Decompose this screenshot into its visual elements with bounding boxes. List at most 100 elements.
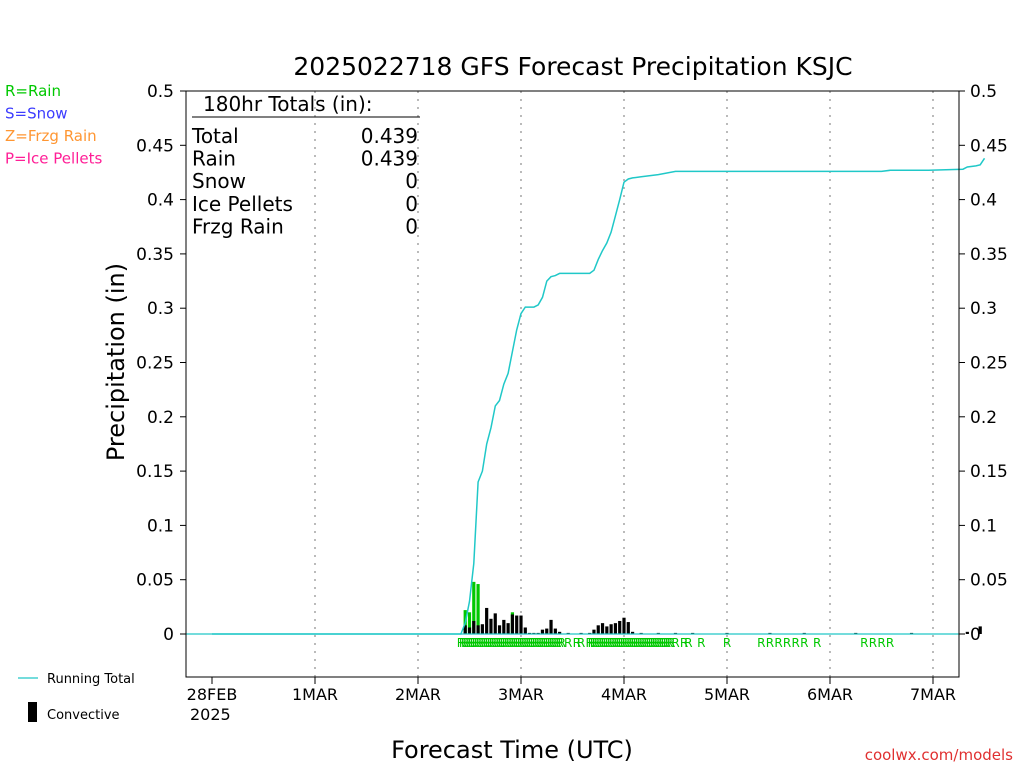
y-axis-label: Precipitation (in) — [102, 263, 130, 461]
totals-row-value: 0 — [405, 214, 418, 238]
rain-marker: R — [489, 636, 497, 650]
rain-marker: R — [886, 636, 894, 650]
rain-marker: R — [525, 636, 533, 650]
totals-row-label: Total — [191, 124, 239, 148]
convective-bar — [497, 625, 502, 634]
convective-bar — [609, 624, 613, 634]
rain-marker: R — [598, 636, 606, 650]
rain-bar — [476, 584, 480, 634]
rain-marker: R — [680, 636, 688, 650]
x-axis-label: Forecast Time (UTC) — [391, 736, 633, 764]
rain-marker: R — [594, 636, 602, 650]
rain-marker: R — [624, 636, 632, 650]
y-tick-label: 0.45 — [970, 136, 1008, 156]
rain-marker: R — [648, 636, 656, 650]
x-tick-label: 4MAR — [601, 685, 647, 704]
y-tick-label: 0.4 — [970, 191, 997, 211]
y-ticks-right: 0 0.05 0.1 0.15 0.2 0.25 0.3 0.35 0.4 0.45 0.5 — [959, 82, 1008, 645]
rain-marker: R — [601, 636, 609, 650]
rain-marker: R — [534, 636, 542, 650]
x-tick-label: 3MAR — [498, 685, 544, 704]
rain-marker: R — [590, 636, 598, 650]
convective-bar — [965, 631, 969, 634]
convective-bar — [622, 617, 626, 634]
rain-marker: R — [555, 636, 563, 650]
rain-marker: R — [457, 636, 465, 650]
totals-row-value: 0 — [405, 192, 418, 216]
rain-bar — [472, 581, 476, 634]
rain-marker: R — [515, 636, 523, 650]
y-tick-label: 0.2 — [147, 408, 174, 428]
rain-bar — [467, 612, 472, 634]
rain-marker: R — [667, 636, 675, 650]
convective-bar — [506, 623, 510, 634]
rain-marker: R — [633, 636, 641, 650]
rain-marker: R — [538, 636, 546, 650]
rain-marker: R — [467, 636, 475, 650]
x-tick-label: 28FEB — [187, 685, 238, 704]
convective-bar — [540, 629, 545, 634]
rain-marker: R — [616, 636, 624, 650]
rain-marker: R — [519, 636, 527, 650]
rain-marker: R — [513, 636, 521, 650]
x-tick-year: 2025 — [190, 705, 231, 724]
rain-marker: R — [549, 636, 557, 650]
convective-bar — [489, 618, 493, 634]
rain-marker: R — [800, 636, 808, 650]
plot-frame — [185, 90, 960, 678]
rain-marker: R — [643, 636, 651, 650]
rain-marker: R — [491, 636, 499, 650]
convective-bar — [515, 615, 519, 634]
rain-marker: R — [500, 636, 508, 650]
totals-row-label: Ice Pellets — [192, 192, 293, 216]
rain-marker: R — [508, 636, 516, 650]
ptype-legend: R=Rain S=Snow Z=Frzg Rain P=Ice Pellets — [5, 82, 102, 168]
totals-row-label: Snow — [192, 169, 246, 193]
y-tick-label: 0 — [970, 625, 981, 645]
totals-row-label: Rain — [192, 147, 236, 171]
rain-marker: R — [485, 636, 493, 650]
precip-bars — [463, 581, 982, 634]
rain-marker: R — [463, 636, 471, 650]
convective-bar — [463, 625, 467, 634]
convective-bar — [596, 625, 600, 634]
totals-row-label: Frzg Rain — [192, 214, 284, 238]
y-tick-label: 0.05 — [136, 571, 174, 591]
rain-marker: R — [663, 636, 671, 650]
convective-legend-label: Convective — [47, 708, 120, 723]
x-tick-label: 6MAR — [807, 685, 853, 704]
y-tick-label: 0.2 — [970, 408, 997, 428]
vertical-gridlines — [314, 91, 934, 677]
rain-marker: R — [671, 636, 679, 650]
rain-marker: R — [577, 636, 585, 650]
convective-bar — [476, 625, 480, 634]
rain-marker: R — [661, 636, 669, 650]
rain-marker: R — [480, 636, 488, 650]
rain-marker: R — [478, 636, 486, 650]
rain-marker: R — [482, 636, 490, 650]
x-ticks: 28FEB 1MAR 2MAR 3MAR 4MAR 5MAR 6MAR 7MAR — [187, 677, 956, 704]
ptype-legend-entry: Z=Frzg Rain — [5, 127, 97, 145]
rain-marker: R — [495, 636, 503, 650]
rain-marker: R — [506, 636, 514, 650]
rain-marker: R — [635, 636, 643, 650]
y-tick-label: 0.5 — [147, 82, 174, 102]
rain-marker: R — [487, 636, 495, 650]
chart-title: 2025022718 GFS Forecast Precipitation KS… — [293, 52, 852, 81]
rain-marker: R — [558, 636, 566, 650]
convective-legend-swatch — [28, 702, 37, 722]
convective-bar — [626, 622, 630, 634]
running-total-line — [212, 157, 986, 635]
rain-marker: R — [697, 636, 705, 650]
rain-marker: R — [791, 636, 799, 650]
totals-box: 180hr Totals (in): Total 0.439 Rain 0.439 Sn… — [191, 92, 420, 238]
ptype-legend-entry: P=Ice Pellets — [5, 150, 102, 168]
rain-marker: R — [523, 636, 531, 650]
convective-bar — [519, 615, 523, 634]
totals-row-value: 0 — [405, 169, 418, 193]
rain-marker: R — [592, 636, 600, 650]
rain-marker: R — [646, 636, 654, 650]
totals-heading: 180hr Totals (in): — [203, 92, 373, 116]
rain-marker: R — [573, 636, 581, 650]
